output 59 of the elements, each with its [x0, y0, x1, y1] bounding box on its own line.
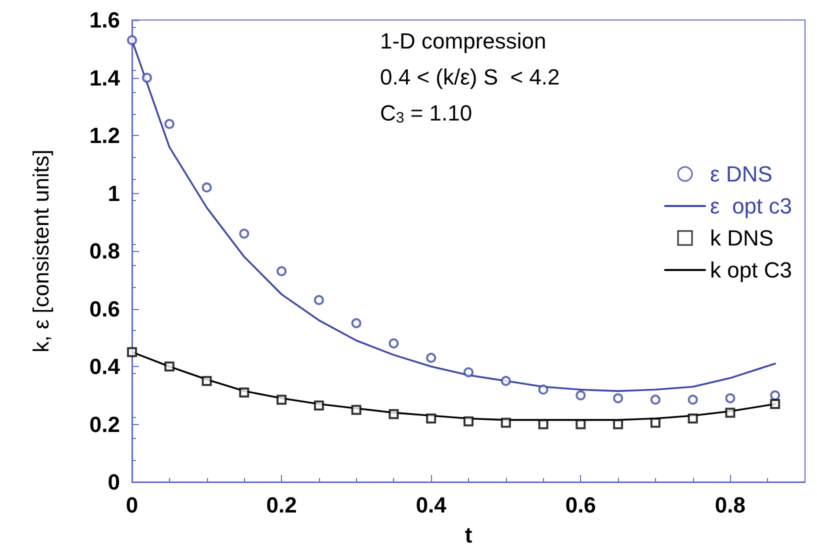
- x-tick-label: 0: [126, 492, 138, 518]
- y-tick-label: 1.2: [89, 123, 120, 148]
- point: [576, 390, 586, 400]
- point: [500, 376, 511, 386]
- annotation: 0.4 < (k/ε) S < 4.2: [380, 64, 560, 90]
- point: [276, 266, 287, 276]
- point: [576, 419, 586, 430]
- point: [164, 362, 174, 372]
- point: [314, 400, 324, 410]
- point: [613, 419, 624, 430]
- point: [500, 418, 511, 428]
- y-tick-label: 0.4: [89, 354, 121, 379]
- point: [538, 384, 548, 395]
- legend-label: k DNS: [710, 226, 774, 250]
- point: [464, 367, 474, 378]
- point: [725, 408, 736, 418]
- legend-label: k opt C3: [710, 258, 792, 282]
- point: [202, 376, 212, 386]
- point: [388, 409, 399, 420]
- point: [538, 419, 548, 430]
- point: [239, 387, 250, 398]
- point: [464, 416, 474, 426]
- x-tick-label: 0.6: [565, 492, 596, 518]
- point: [142, 72, 152, 83]
- x-tick-label: 0.2: [266, 492, 297, 518]
- y-tick-label: 0.8: [89, 238, 120, 264]
- y-axis-title: k, ε [consistent units]: [28, 149, 54, 353]
- point: [650, 394, 660, 405]
- point: [202, 182, 212, 192]
- annotation: 1-D compression: [380, 28, 546, 54]
- point: [688, 413, 698, 424]
- point: [127, 347, 137, 358]
- point: [388, 338, 399, 348]
- legend-label: ε opt c3: [710, 194, 792, 218]
- y-tick-label: 0.6: [89, 296, 120, 322]
- point: [239, 228, 250, 239]
- point: [688, 394, 698, 405]
- point: [351, 404, 362, 415]
- legend-label: ε DNS: [710, 162, 772, 186]
- point: [725, 393, 736, 404]
- y-tick-label: 0.2: [89, 412, 120, 437]
- point: [613, 393, 624, 404]
- y-tick-label: 1: [108, 180, 120, 206]
- point: [426, 352, 436, 363]
- y-tick-label: 1.4: [89, 65, 121, 90]
- y-tick-label: 1.6: [89, 8, 120, 32]
- x-tick-label: 0.8: [714, 492, 746, 518]
- x-tick-label: 0.4: [416, 492, 448, 518]
- point: [426, 413, 436, 424]
- y-tick-label: 0: [108, 470, 120, 494]
- point: [770, 399, 780, 410]
- point: [276, 394, 287, 405]
- point: [164, 118, 174, 129]
- point: [127, 35, 137, 46]
- point: [351, 318, 362, 328]
- x-axis-title: t: [464, 522, 473, 548]
- point: [314, 295, 324, 306]
- point: [770, 390, 780, 400]
- point: [650, 418, 660, 428]
